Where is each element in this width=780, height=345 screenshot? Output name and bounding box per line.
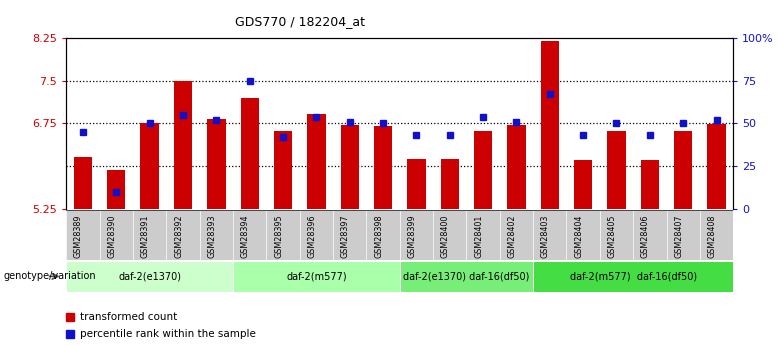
Bar — [233, 261, 399, 292]
Bar — [466, 210, 500, 260]
Bar — [166, 210, 200, 260]
Bar — [266, 210, 300, 260]
Bar — [640, 160, 659, 209]
Text: GSM28398: GSM28398 — [374, 215, 383, 258]
Bar — [341, 125, 359, 209]
Bar — [140, 124, 159, 209]
Text: daf-2(m577): daf-2(m577) — [286, 272, 346, 281]
Text: GSM28402: GSM28402 — [508, 215, 516, 258]
Text: GSM28396: GSM28396 — [307, 215, 317, 258]
Text: GSM28399: GSM28399 — [407, 215, 417, 258]
Text: GSM28407: GSM28407 — [674, 215, 683, 258]
Bar — [700, 210, 733, 260]
Bar — [74, 157, 92, 209]
Bar — [107, 170, 126, 209]
Text: GSM28404: GSM28404 — [574, 215, 583, 258]
Bar — [240, 98, 259, 209]
Bar — [174, 81, 192, 209]
Text: GSM28393: GSM28393 — [207, 215, 216, 258]
Text: percentile rank within the sample: percentile rank within the sample — [80, 329, 256, 339]
Bar — [666, 210, 700, 260]
Text: GSM28400: GSM28400 — [441, 215, 450, 258]
Bar — [399, 210, 433, 260]
Bar — [66, 261, 233, 292]
Bar — [66, 210, 100, 260]
Text: GSM28392: GSM28392 — [174, 215, 183, 258]
Bar — [374, 126, 392, 209]
Text: daf-2(e1370): daf-2(e1370) — [118, 272, 181, 281]
Bar — [367, 210, 399, 260]
Bar — [533, 210, 566, 260]
Bar — [100, 210, 133, 260]
Bar — [566, 210, 600, 260]
Text: GSM28403: GSM28403 — [541, 215, 550, 258]
Bar — [300, 210, 333, 260]
Text: daf-2(e1370) daf-16(df50): daf-2(e1370) daf-16(df50) — [403, 272, 530, 281]
Bar — [608, 131, 626, 209]
Bar — [707, 125, 725, 209]
Bar — [274, 131, 292, 209]
Text: GSM28405: GSM28405 — [608, 215, 616, 258]
Bar — [600, 210, 633, 260]
Bar — [441, 159, 459, 209]
Text: GSM28408: GSM28408 — [707, 215, 717, 258]
Bar — [307, 114, 325, 209]
Text: GSM28391: GSM28391 — [140, 215, 150, 258]
Text: GDS770 / 182204_at: GDS770 / 182204_at — [235, 14, 365, 28]
Bar — [407, 159, 426, 209]
Bar — [474, 131, 492, 209]
Bar — [333, 210, 367, 260]
Text: GSM28406: GSM28406 — [641, 215, 650, 258]
Text: genotype/variation: genotype/variation — [4, 272, 97, 281]
Text: GSM28390: GSM28390 — [108, 215, 116, 258]
Text: GSM28395: GSM28395 — [274, 215, 283, 258]
Text: GSM28389: GSM28389 — [74, 215, 83, 258]
Text: daf-2(m577)  daf-16(df50): daf-2(m577) daf-16(df50) — [569, 272, 697, 281]
Bar — [133, 210, 166, 260]
Bar — [533, 261, 733, 292]
Bar — [541, 41, 559, 209]
Bar — [500, 210, 533, 260]
Bar — [200, 210, 233, 260]
Text: GSM28397: GSM28397 — [341, 215, 349, 258]
Bar — [399, 261, 533, 292]
Bar — [633, 210, 666, 260]
Bar — [574, 160, 592, 209]
Bar — [674, 131, 693, 209]
Bar — [507, 125, 526, 209]
Text: transformed count: transformed count — [80, 312, 177, 322]
Bar — [233, 210, 266, 260]
Text: GSM28401: GSM28401 — [474, 215, 483, 258]
Bar — [433, 210, 466, 260]
Text: GSM28394: GSM28394 — [241, 215, 250, 258]
Bar — [207, 119, 225, 209]
